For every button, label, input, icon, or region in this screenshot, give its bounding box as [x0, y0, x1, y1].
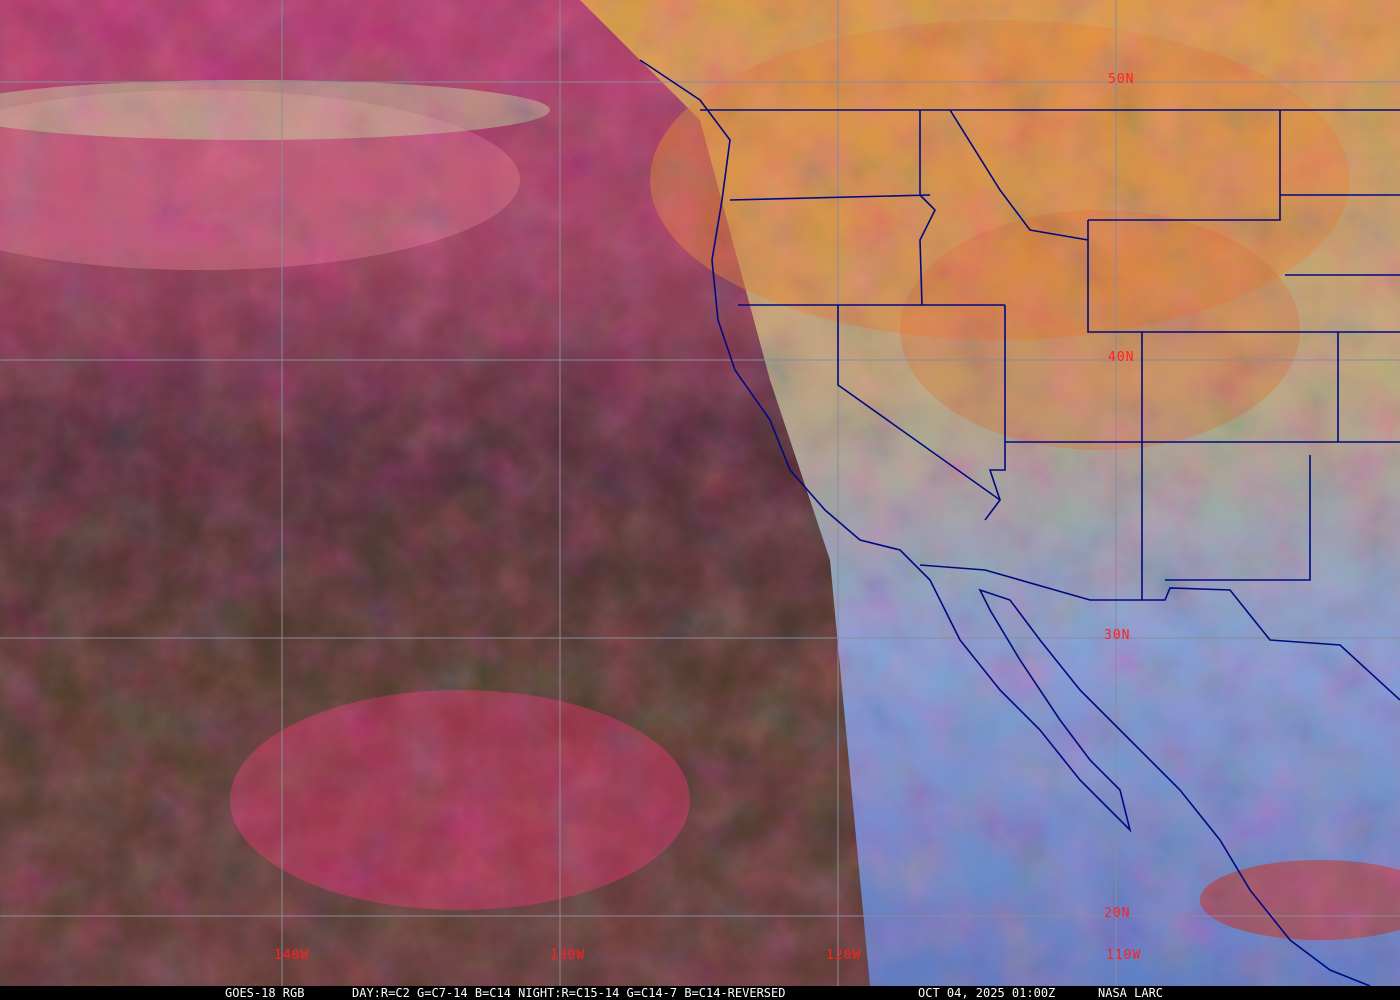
caption-bar: GOES-18 RGB DAY:R=C2 G=C7-14 B=C14 NIGHT… [0, 986, 1400, 1000]
lat-label-30n: 30N [1104, 628, 1131, 643]
lat-label-20n: 20N [1104, 906, 1131, 921]
lon-label-120w: 120W [826, 948, 862, 963]
lon-label-110w: 110W [1106, 948, 1142, 963]
lat-label-50n: 50N [1108, 72, 1135, 87]
satellite-name: GOES-18 RGB [225, 986, 305, 1000]
lon-label-130w: 130W [550, 948, 586, 963]
political-boundaries [639, 59, 1400, 986]
state-boundaries [729, 109, 1400, 600]
product-description: DAY:R=C2 G=C7-14 B=C14 NIGHT:R=C15-14 G=… [352, 986, 786, 1000]
lon-label-140w: 140W [274, 948, 310, 963]
us-mexico-border [919, 564, 1400, 701]
credit: NASA LARC [1098, 986, 1164, 1000]
timestamp: OCT 04, 2025 01:00Z [918, 986, 1056, 1000]
lat-label-40n: 40N [1108, 350, 1135, 365]
coastline [639, 59, 1371, 986]
